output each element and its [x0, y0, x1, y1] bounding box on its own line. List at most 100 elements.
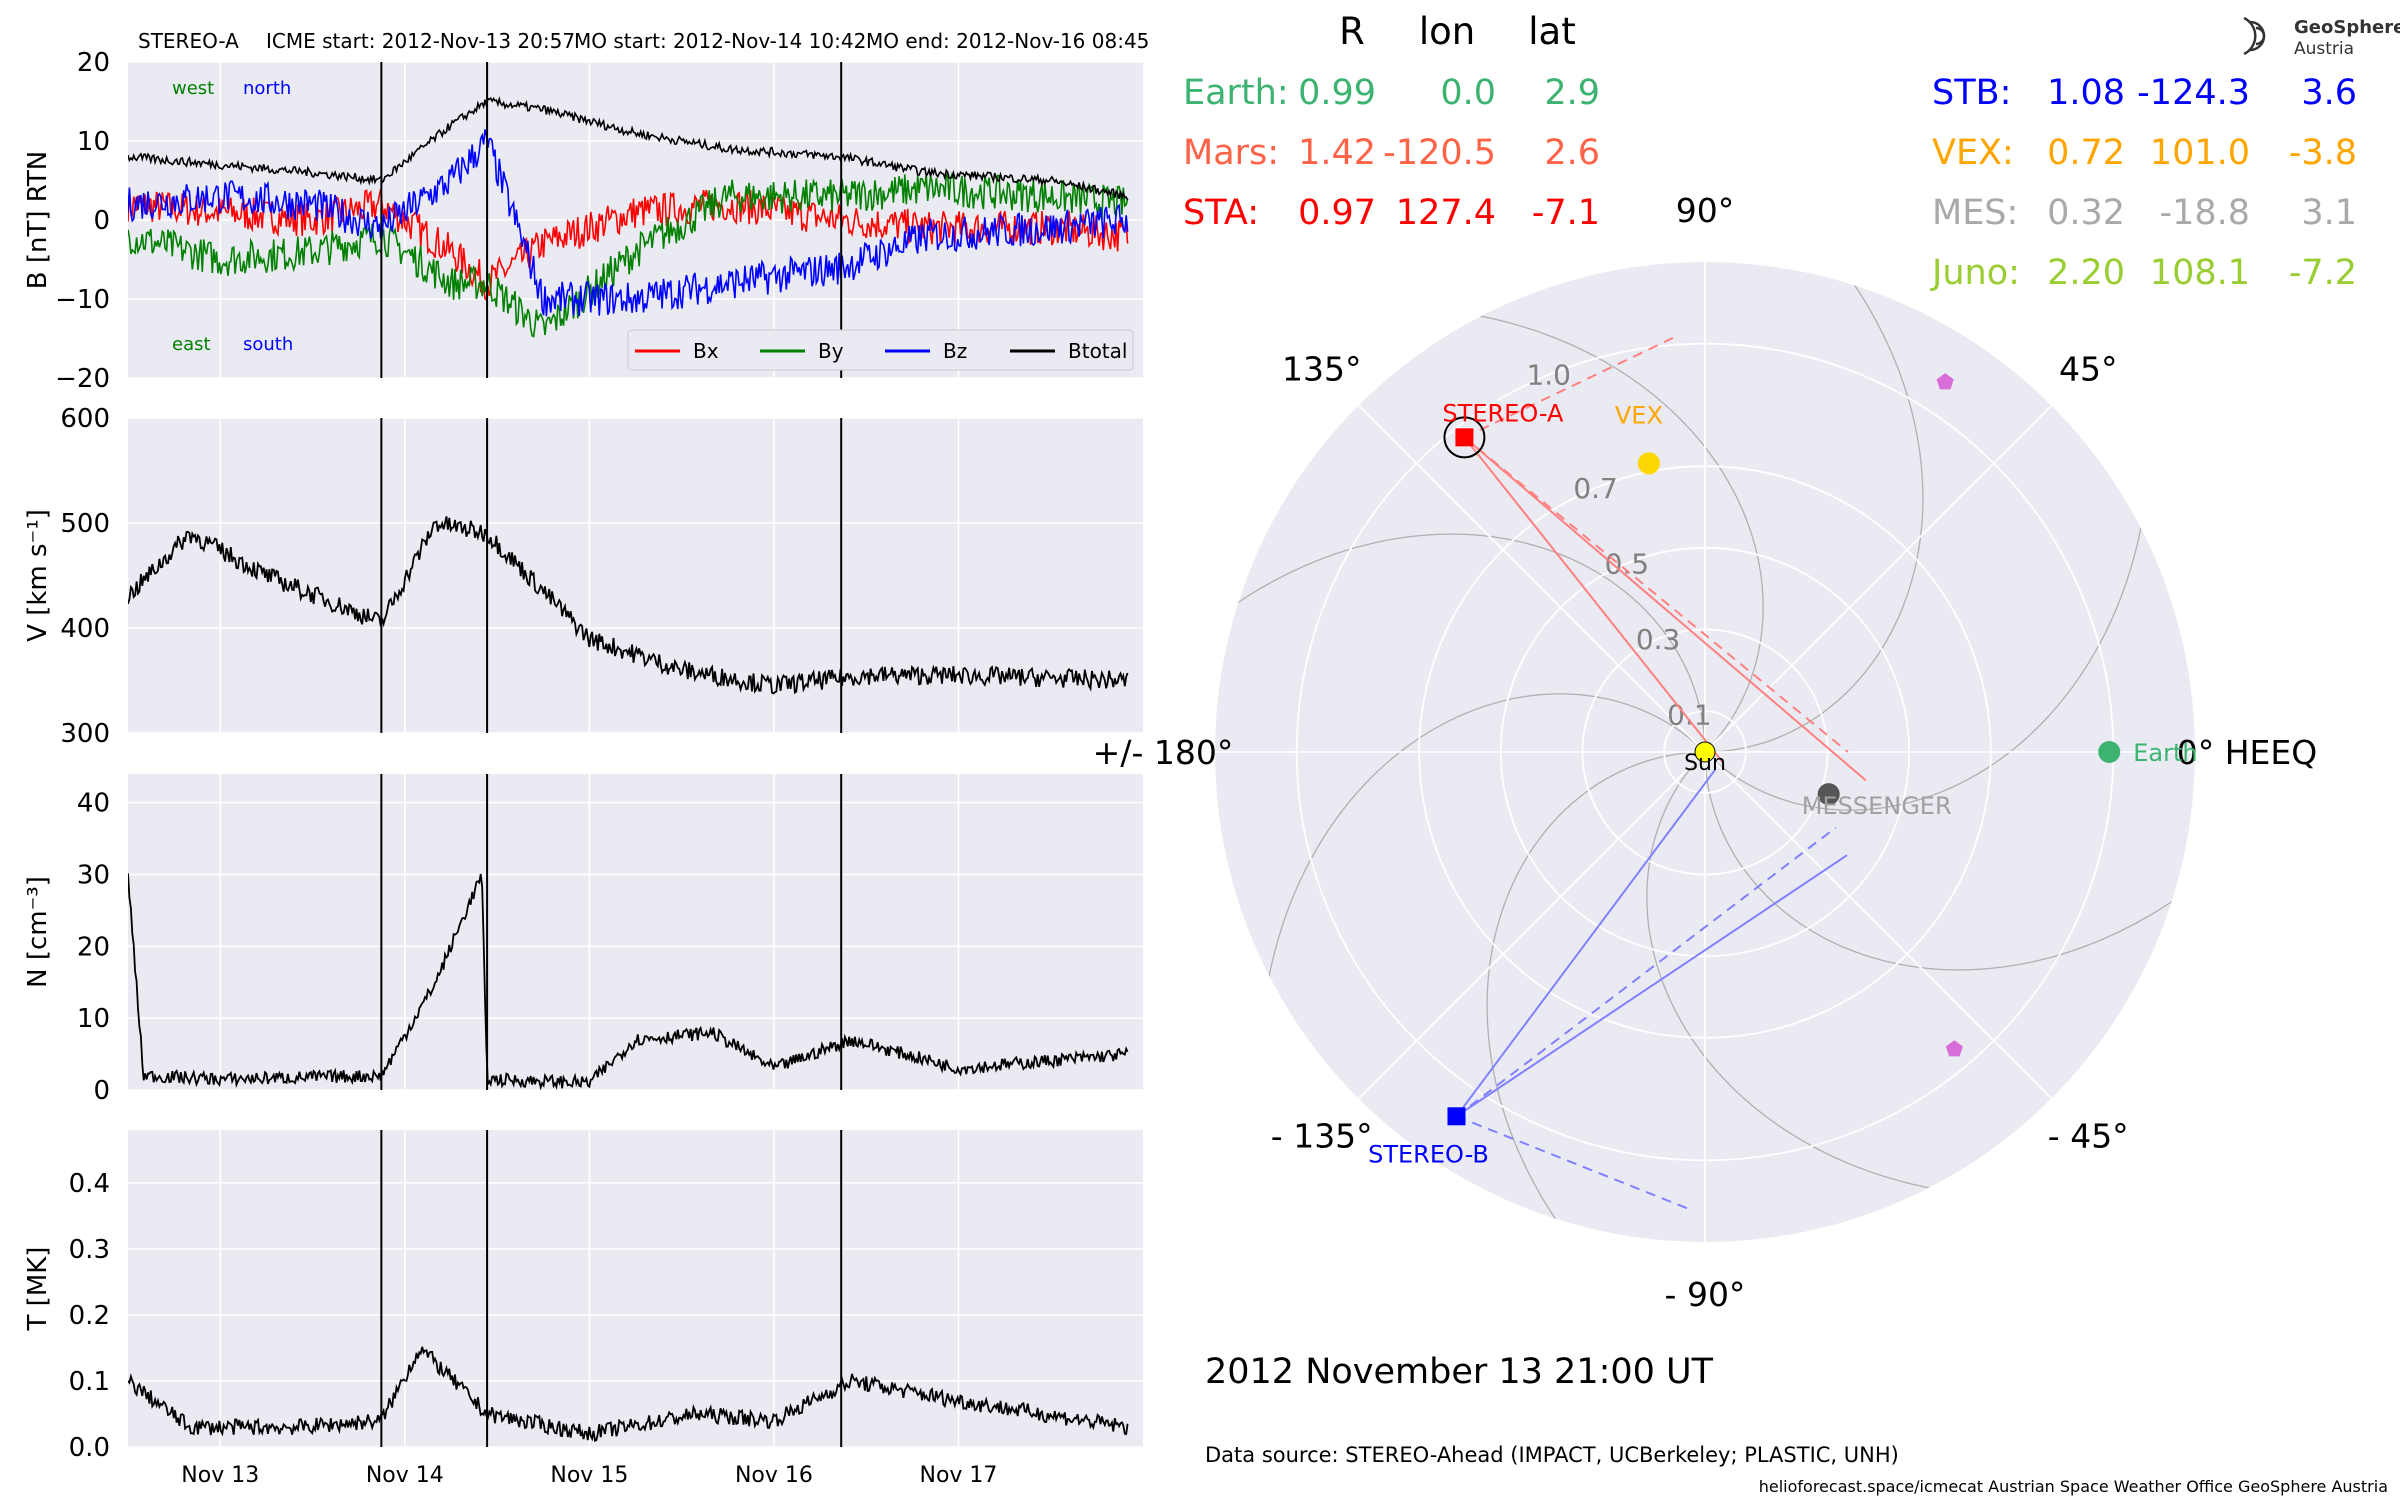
header-spacecraft: STEREO-A: [138, 29, 239, 53]
spiral-line: [1486, 751, 1706, 1242]
sun-marker: [1694, 741, 1716, 763]
pentagon-marker: [1945, 1040, 1963, 1057]
table-header-lat: lat: [1528, 10, 1575, 53]
y-tick-label: 20: [77, 932, 110, 962]
row-lon: -18.8: [2159, 193, 2250, 233]
row-name: Mars:: [1183, 133, 1279, 173]
angle-label: 45°: [2059, 350, 2118, 389]
row-name: STB:: [1932, 73, 2011, 113]
panel-speed: 300 400 500 600 V [km s⁻¹]: [23, 404, 1143, 749]
y-tick-label: 30: [77, 861, 110, 891]
row-name: STA:: [1183, 193, 1259, 233]
geosphere-logo-mark: [2243, 16, 2266, 56]
series-line-Bz: [128, 129, 1129, 317]
angle-label: 135°: [1282, 350, 1362, 389]
row-r: 0.32: [2047, 193, 2125, 233]
y-tick-label: 20: [77, 48, 110, 78]
spiral-line: [1704, 426, 2151, 811]
row-lat: 3.6: [2301, 73, 2357, 113]
annotation-west: west: [172, 78, 214, 99]
messenger-marker: [1817, 783, 1840, 806]
spiral-line: [1215, 533, 1706, 753]
series-line-By: [128, 171, 1129, 338]
series-line-density: [128, 873, 1129, 1090]
stereo-b-label: STEREO-B: [1368, 1140, 1489, 1168]
radial-tick-label: 0.7: [1573, 472, 1618, 505]
stereo-a-marker: [1455, 428, 1474, 447]
angle-label: 90°: [1676, 191, 1735, 230]
spiral-line: [1259, 693, 1706, 1078]
row-lat: 2.9: [1544, 73, 1600, 113]
angular-gridline: [1357, 404, 1706, 753]
header-mo-start: MO start: 2012-Nov-14 10:42: [574, 29, 866, 53]
earth-label: Earth: [2133, 739, 2197, 767]
y-tick-label: 0: [93, 1076, 110, 1106]
logo-line2: Austria: [2294, 39, 2354, 59]
stereo-a-fov-line: [1463, 436, 1867, 782]
row-lat: -3.8: [2289, 133, 2357, 173]
row-lat: -7.2: [2289, 253, 2357, 293]
row-r: 0.72: [2047, 133, 2125, 173]
angle-label: - 135°: [1271, 1116, 1373, 1155]
y-tick-label: 0.2: [69, 1301, 110, 1331]
angular-gridline: [1704, 404, 2053, 753]
vex-marker: [1637, 452, 1660, 475]
sun-label: Sun: [1684, 751, 1726, 776]
row-lat: -7.1: [1532, 193, 1600, 233]
y-tick-label: 0.3: [69, 1235, 110, 1265]
header-icme-start: ICME start: 2012-Nov-13 20:57: [266, 29, 575, 53]
y-axis-label: N [cm⁻³]: [23, 876, 53, 988]
series-line-speed: [128, 516, 1129, 695]
earth-marker: [2098, 741, 2121, 763]
row-r: 1.08: [2047, 73, 2125, 113]
y-tick-label: 400: [60, 614, 110, 644]
stereo-a-fov-line: [1463, 436, 1724, 763]
row-lon: -124.3: [2137, 73, 2250, 113]
angle-label: 0° HEEQ: [2177, 733, 2317, 772]
y-tick-label: 0.0: [69, 1433, 110, 1463]
legend-frame: [627, 329, 1134, 371]
x-tick-label: Nov 15: [550, 1463, 628, 1488]
panel-background: [128, 418, 1143, 733]
row-r: 2.20: [2047, 253, 2125, 293]
annotation-east: east: [172, 334, 211, 355]
row-name: VEX:: [1932, 133, 2014, 173]
spiral-line: [1704, 751, 2195, 971]
row-lon: 108.1: [2150, 253, 2250, 293]
time-series-panels: −20 −10 0 10 20 B [nT] RTN west north east south B…: [23, 48, 1143, 1488]
data-source: Data source: STEREO-Ahead (IMPACT, UCBer…: [1205, 1443, 1899, 1467]
x-tick-label: Nov 14: [366, 1463, 444, 1488]
y-tick-label: 600: [60, 404, 110, 434]
stereo-b-fov-line: [1456, 1115, 1690, 1210]
row-name: MES:: [1932, 193, 2018, 233]
row-lon: 0.0: [1440, 73, 1496, 113]
annotation-south: south: [243, 334, 293, 355]
angle-label: +/- 180°: [1093, 733, 1234, 772]
stereo-b-fov-line: [1455, 826, 1837, 1118]
row-r: 0.97: [1298, 193, 1376, 233]
row-name: Earth:: [1183, 73, 1289, 113]
y-axis-label: B [nT] RTN: [23, 151, 53, 290]
panel-density: 0 10 20 30 40 N [cm⁻³]: [23, 774, 1143, 1106]
fov-lines: [1455, 335, 1867, 1210]
row-lon: 101.0: [2150, 133, 2250, 173]
legend-label-Bx: Bx: [693, 339, 719, 363]
y-tick-label: 0.4: [69, 1169, 110, 1199]
row-lat: 3.1: [2301, 193, 2357, 233]
panel-temperature: 0.0 0.1 0.2 0.3 0.4 T [MK]: [23, 1130, 1143, 1463]
footer-credits: helioforecast.space/icmecat Austrian Spa…: [1759, 1477, 2388, 1496]
stereo-a-fov-line: [1463, 335, 1677, 439]
header-mo-end: MO end: 2012-Nov-16 08:45: [866, 29, 1149, 53]
row-lon: -120.5: [1383, 133, 1496, 173]
annotation-north: north: [243, 78, 291, 99]
series-line-Bx: [128, 188, 1129, 302]
table-header-lon: lon: [1419, 10, 1475, 53]
y-tick-label: −20: [55, 364, 110, 394]
table-header-R: R: [1339, 10, 1365, 53]
angular-gridline: [1704, 751, 2053, 1100]
y-tick-label: 10: [77, 1004, 110, 1034]
vex-label: VEX: [1615, 401, 1663, 429]
